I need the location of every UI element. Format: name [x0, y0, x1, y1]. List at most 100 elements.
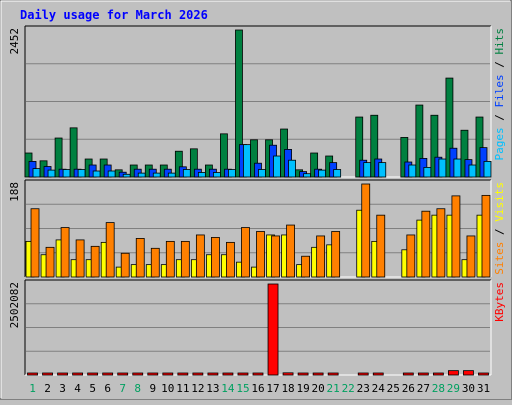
legend-entry: Hits [493, 28, 506, 55]
bar-kbytes-day-13 [207, 372, 219, 376]
legend-entry: / [493, 108, 506, 128]
x-tick-label-day-15: 15 [236, 382, 249, 395]
bar-sites-day-20 [316, 235, 326, 278]
bar-sites-day-14 [226, 241, 235, 278]
bar-pages-day-23 [363, 162, 372, 178]
bar-sites-day-28 [436, 208, 446, 278]
x-tick-label-day-20: 20 [312, 382, 325, 395]
x-axis-labels: 1 2 3 4 5 6 7 8 9 10 11 12 13 14 15 16 17 18 19 20 21 22 23 24 2… [29, 382, 490, 395]
x-tick-label-day-4: 4 [74, 382, 81, 395]
bar-kbytes-day-5 [87, 372, 99, 376]
bar-hits-day-31 [475, 116, 484, 178]
bar-sites-day-9 [150, 247, 160, 278]
x-tick-label-day-28: 28 [432, 382, 445, 395]
x-tick-label-day-2: 2 [44, 382, 51, 395]
bar-sites-day-11 [180, 240, 190, 278]
panel-kbytes: 2502082 KBytes [8, 279, 506, 376]
bar-pages-day-31 [483, 161, 492, 178]
bar-pages-day-5 [92, 170, 101, 178]
bar-sites-day-6 [105, 222, 115, 278]
bar-pages-day-12 [197, 172, 206, 178]
bar-sites-day-30 [466, 235, 476, 278]
x-tick-label-day-12: 12 [191, 382, 204, 395]
bar-sites-day-13 [211, 237, 220, 278]
x-tick-label-day-13: 13 [206, 382, 219, 395]
bar-sites-day-12 [195, 234, 205, 278]
x-tick-label-day-1: 1 [29, 382, 36, 395]
bar-hits-day-11 [174, 150, 183, 178]
bar-pages-day-16 [258, 169, 266, 178]
chart-title: Daily usage for March 2026 [20, 8, 208, 22]
bar-pages-day-11 [182, 169, 191, 178]
x-tick-label-day-16: 16 [251, 382, 264, 395]
bar-pages-day-28 [438, 158, 447, 178]
bar-sites-day-1 [30, 208, 40, 278]
x-tick-label-day-23: 23 [357, 382, 370, 395]
bar-pages-day-20 [318, 169, 327, 178]
bar-kbytes-day-20 [312, 372, 324, 376]
legend-entry: / [493, 55, 506, 75]
bar-pages-day-24 [378, 162, 387, 178]
bar-pages-day-6 [107, 170, 116, 178]
bar-sites-day-3 [60, 227, 70, 278]
bar-pages-day-13 [213, 172, 221, 178]
bar-sites-day-18 [286, 224, 295, 278]
x-tick-label-day-22: 22 [342, 382, 355, 395]
legend: Sites / Visits [493, 182, 506, 275]
bar-pages-day-2 [47, 169, 56, 178]
bar-sites-day-8 [135, 238, 145, 278]
bar-kbytes-day-1 [27, 372, 38, 376]
bar-hits-day-30 [460, 129, 469, 178]
bar-kbytes-day-15 [237, 372, 249, 376]
bar-kbytes-day-6 [102, 372, 114, 376]
bar-kbytes-day-31 [478, 372, 489, 376]
bar-sites-day-27 [421, 210, 431, 278]
x-tick-label-day-25: 25 [387, 382, 400, 395]
legend-entry: Files [493, 74, 506, 107]
bar-hits-day-27 [415, 104, 424, 178]
y-max-label: 188 [8, 182, 21, 202]
bar-sites-day-26 [406, 234, 416, 278]
bar-sites-day-7 [120, 252, 130, 278]
x-tick-label-day-19: 19 [296, 382, 309, 395]
bar-sites-day-24 [376, 214, 386, 278]
bar-kbytes-day-21 [327, 372, 339, 376]
bar-sites-day-21 [331, 231, 341, 278]
legend-entry: Pages [493, 127, 506, 160]
bar-pages-day-19 [303, 173, 311, 178]
x-tick-label-day-11: 11 [176, 382, 189, 395]
bar-pages-day-14 [228, 169, 236, 178]
bar-kbytes-day-8 [132, 372, 144, 376]
bar-sites-day-15 [241, 227, 250, 278]
x-tick-label-day-10: 10 [161, 382, 174, 395]
bar-sites-day-23 [361, 183, 371, 278]
bar-pages-day-15 [243, 144, 251, 178]
bar-kbytes-day-12 [192, 372, 204, 376]
x-tick-label-day-5: 5 [89, 382, 96, 395]
bar-sites-day-10 [165, 240, 175, 278]
x-tick-label-day-31: 31 [477, 382, 490, 395]
bar-kbytes-day-3 [57, 372, 68, 376]
bar-hits-day-3 [54, 137, 63, 178]
x-tick-label-day-18: 18 [281, 382, 294, 395]
bar-sites-day-4 [75, 239, 85, 278]
x-tick-label-day-24: 24 [372, 382, 386, 395]
bar-kbytes-day-26 [402, 372, 414, 376]
bar-pages-day-29 [453, 158, 462, 178]
x-tick-label-day-7: 7 [119, 382, 126, 395]
panel-hits-files-pages: 2452 Pages / Files / Hits [8, 25, 506, 178]
bar-sites-day-31 [481, 194, 491, 278]
x-tick-label-day-14: 14 [221, 382, 235, 395]
bar-kbytes-day-16 [252, 372, 264, 376]
bar-sites-day-5 [90, 245, 100, 278]
bar-sites-day-2 [45, 246, 55, 278]
bar-kbytes-day-30 [463, 370, 474, 376]
bar-sites-day-16 [256, 231, 265, 278]
legend-entry: Sites [493, 242, 506, 275]
bar-hits-day-16 [250, 139, 258, 178]
bar-kbytes-day-28 [432, 372, 444, 376]
legend-entry: Visits [493, 182, 506, 222]
bar-kbytes-day-14 [222, 372, 234, 376]
